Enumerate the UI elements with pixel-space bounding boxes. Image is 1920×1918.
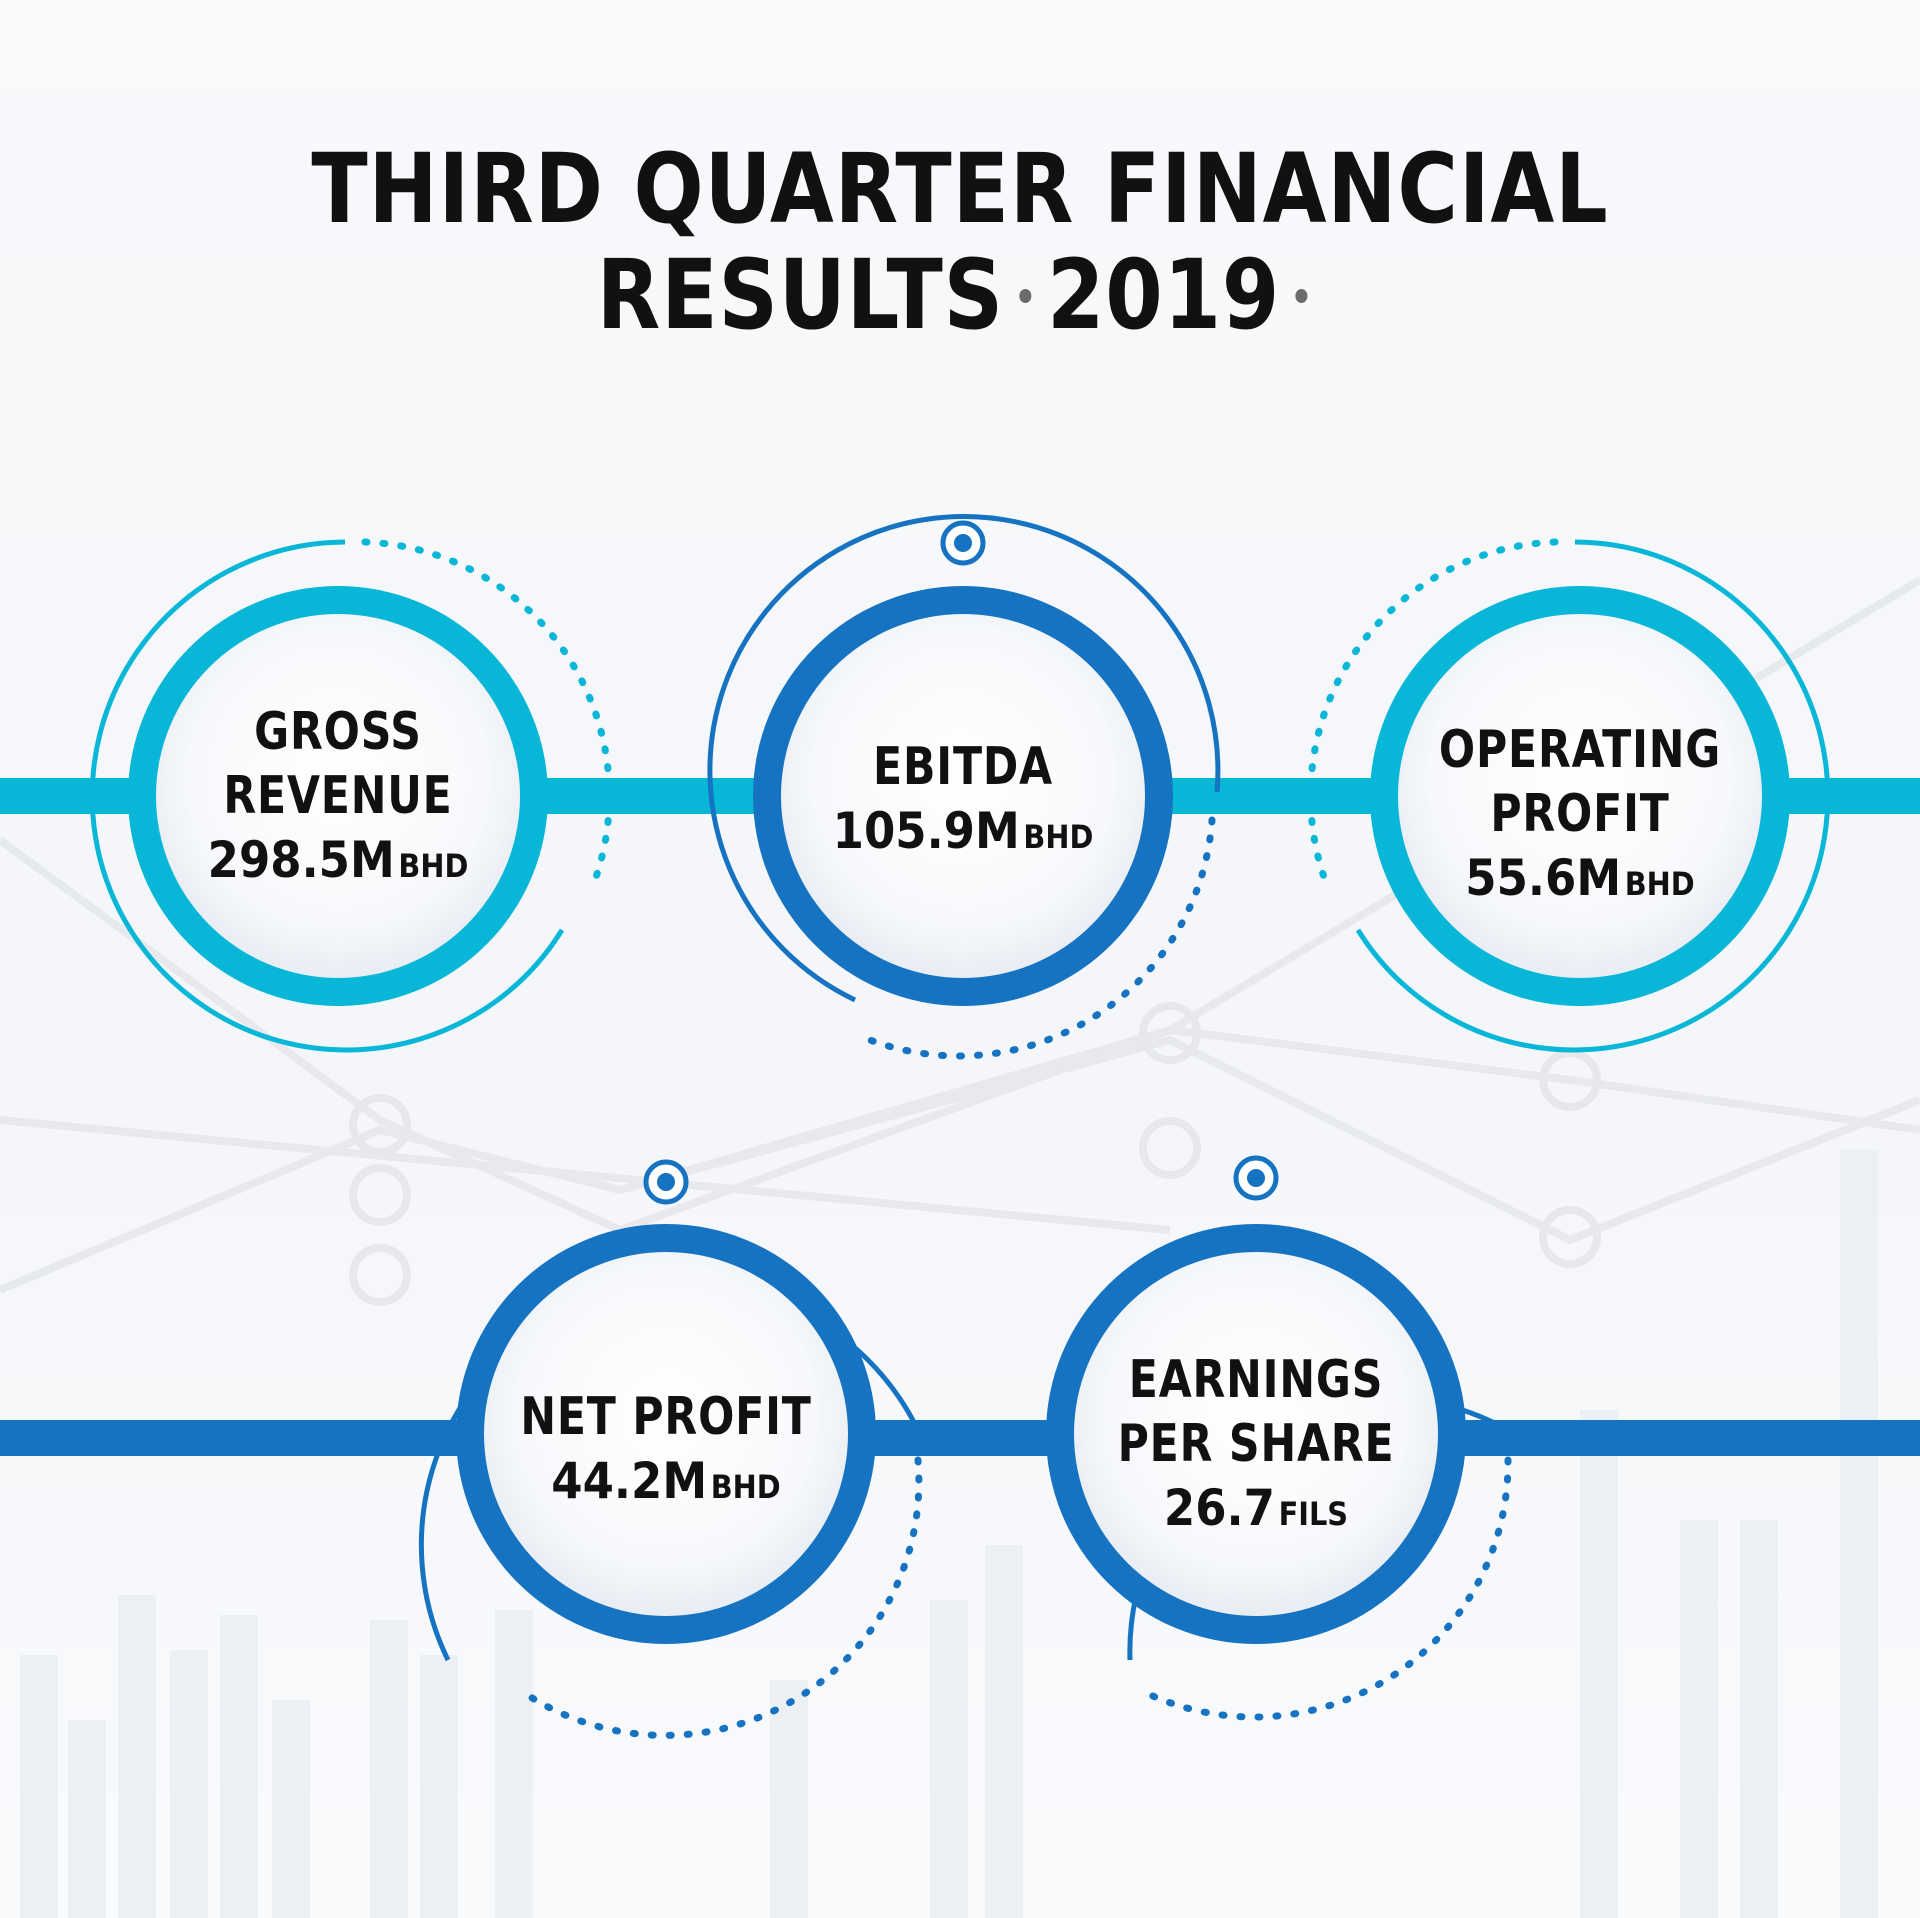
bullet-dot-icon: [1295, 288, 1308, 303]
metric-net-profit: NET PROFIT 44.2M BHD: [476, 1385, 856, 1519]
metric-value-number: 55.6M: [1465, 849, 1622, 907]
title-results-text: RESULTS: [596, 239, 1004, 351]
metric-value: 105.9M BHD: [792, 799, 1134, 869]
metric-unit: FILS: [1278, 1495, 1349, 1533]
circle-gross-revenue: [89, 538, 613, 1053]
metric-value-number: 26.7: [1163, 1479, 1275, 1537]
metric-value: 26.7 FILS: [1085, 1476, 1427, 1546]
background-decoration: [0, 576, 1920, 1294]
metric-label: NET PROFIT: [520, 1387, 812, 1447]
metric-value-number: 44.2M: [551, 1452, 708, 1510]
metric-value: 298.5M BHD: [167, 828, 509, 898]
background-nodes: [349, 1002, 1601, 1306]
metric-label: EBITDA: [873, 737, 1053, 797]
metric-label: PER SHARE: [1117, 1414, 1395, 1474]
circle-operating-profit: [1307, 538, 1831, 1053]
circle-ebitda: [707, 514, 1221, 1060]
title-line-2: RESULTS 2019: [134, 242, 1785, 348]
metric-label: REVENUE: [223, 766, 453, 826]
metric-unit: BHD: [710, 1468, 781, 1506]
title-year: 2019: [1046, 239, 1281, 351]
bullet-dot-icon: [1019, 288, 1032, 303]
metric-value: 44.2M BHD: [495, 1449, 837, 1519]
metric-unit: BHD: [1624, 865, 1695, 903]
metric-unit: BHD: [398, 847, 469, 885]
circle-net-profit: [418, 1159, 923, 1739]
metric-label: EARNINGS: [1128, 1350, 1384, 1410]
metric-value: 55.6M BHD: [1409, 846, 1751, 916]
metric-operating-profit: OPERATING PROFIT 55.6M BHD: [1390, 718, 1770, 916]
metric-earnings-per-share: EARNINGS PER SHARE 26.7 FILS: [1066, 1348, 1446, 1546]
metric-gross-revenue: GROSS REVENUE 298.5M BHD: [148, 700, 528, 898]
metric-unit: BHD: [1023, 818, 1094, 856]
metric-label: OPERATING: [1438, 720, 1722, 780]
metric-value-number: 105.9M: [832, 802, 1020, 860]
bottom-connector-bar: [0, 1420, 1920, 1456]
title-line-1: THIRD QUARTER FINANCIAL: [311, 133, 1609, 245]
page-title: THIRD QUARTER FINANCIAL RESULTS 2019: [134, 136, 1785, 348]
metric-ebitda: EBITDA 105.9M BHD: [773, 735, 1153, 869]
metric-value-number: 298.5M: [207, 831, 395, 889]
background-bars: [20, 1150, 1878, 1918]
metric-label: GROSS: [254, 702, 422, 762]
metric-label: PROFIT: [1490, 784, 1670, 844]
circle-earnings-per-share: [1046, 1155, 1512, 1721]
